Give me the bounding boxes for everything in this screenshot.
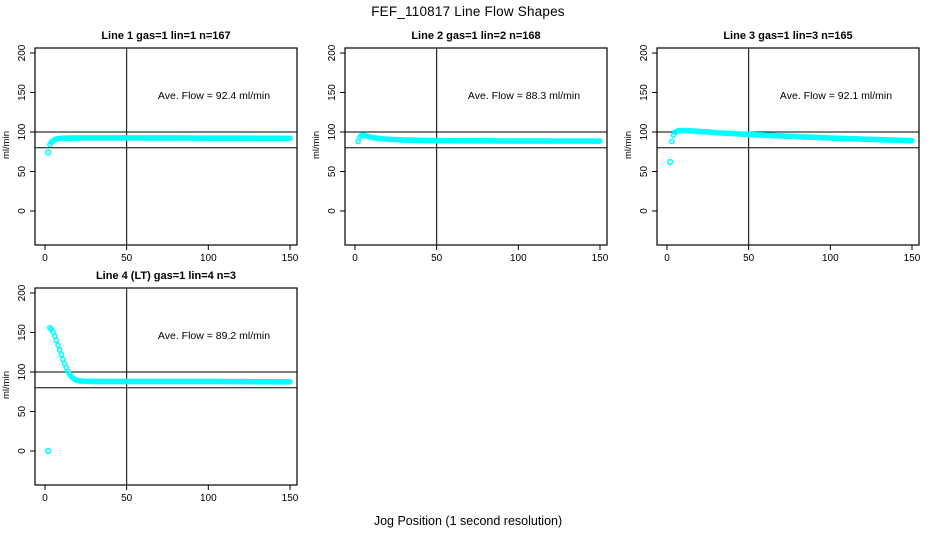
x-tick-label: 100 <box>200 493 217 504</box>
panel-line-2-plot: Line 2 gas=1 lin=2 n=168 0 50 100 150 0 50 100 1… <box>311 30 609 264</box>
flow-points-series <box>45 324 293 455</box>
x-tick-label: 150 <box>904 253 921 264</box>
y-tick-label: 50 <box>17 406 28 418</box>
x-tick-label: 0 <box>352 253 358 264</box>
y-axis-label: ml/min <box>311 131 322 159</box>
x-tick-label: 150 <box>282 253 299 264</box>
panel-title: Line 2 gas=1 lin=2 n=168 <box>411 30 540 42</box>
y-tick-label: 0 <box>17 208 28 214</box>
y-tick-label: 100 <box>17 123 28 140</box>
y-tick-label: 0 <box>327 208 338 214</box>
x-tick-label: 0 <box>42 493 48 504</box>
y-tick-label: 200 <box>639 44 650 61</box>
flow-point <box>597 138 603 144</box>
x-tick-label: 100 <box>822 253 839 264</box>
y-tick-label: 200 <box>17 284 28 301</box>
y-axis-label: ml/min <box>1 371 12 399</box>
flow-point <box>287 379 293 385</box>
ave-flow-annotation: Ave. Flow = 89.2 ml/min <box>158 330 270 342</box>
y-tick-label: 50 <box>327 166 338 178</box>
x-tick-label: 50 <box>743 253 755 264</box>
y-tick-label: 0 <box>17 448 28 454</box>
panel-line-1-plot: Line 1 gas=1 lin=1 n=167 0 50 100 150 0 50 100 1… <box>1 30 299 264</box>
flow-points-series <box>355 132 603 145</box>
y-tick-label: 100 <box>327 123 338 140</box>
x-tick-label: 50 <box>431 253 443 264</box>
panel-title: Line 1 gas=1 lin=1 n=167 <box>101 30 230 42</box>
x-tick-label: 100 <box>200 253 217 264</box>
y-tick-label: 200 <box>17 44 28 61</box>
flow-point <box>53 337 60 344</box>
plot-box <box>656 47 920 246</box>
panel-line-3-plot: Line 3 gas=1 lin=3 n=165 0 50 100 150 0 50 100 1… <box>623 30 921 264</box>
y-tick-label: 100 <box>639 123 650 140</box>
plot-box <box>34 47 298 246</box>
flow-point <box>55 342 61 348</box>
panel-title: Line 3 gas=1 lin=3 n=165 <box>723 30 852 42</box>
outlier-point <box>45 447 52 455</box>
y-tick-label: 50 <box>17 166 28 178</box>
y-tick-label: 200 <box>327 44 338 61</box>
panel-line-4-plot: Line 4 (LT) gas=1 lin=4 n=3 0 50 100 150 0 50 1… <box>1 270 299 504</box>
panel-title: Line 4 (LT) gas=1 lin=4 n=3 <box>96 270 236 282</box>
flow-point <box>669 138 675 145</box>
panel-line-1: Line 1 gas=1 lin=1 n=167 0 50 100 150 0 50 100 1… <box>0 25 314 275</box>
panel-line-4: Line 4 (LT) gas=1 lin=4 n=3 0 50 100 150 0 50 1… <box>0 265 314 515</box>
flow-point <box>51 333 58 339</box>
y-tick-label: 150 <box>327 84 338 101</box>
x-tick-label: 50 <box>121 253 133 264</box>
y-tick-label: 150 <box>17 84 28 101</box>
flow-point <box>56 347 63 353</box>
y-tick-label: 0 <box>639 208 650 214</box>
y-axis-label: ml/min <box>623 131 634 159</box>
ave-flow-annotation: Ave. Flow = 92.4 ml/min <box>158 90 270 102</box>
plot-box <box>34 287 298 486</box>
x-tick-label: 150 <box>282 493 299 504</box>
flow-point <box>60 356 66 363</box>
y-tick-label: 50 <box>639 166 650 178</box>
y-tick-label: 100 <box>17 363 28 380</box>
x-tick-label: 100 <box>510 253 527 264</box>
plot-box <box>344 47 608 246</box>
y-tick-label: 150 <box>639 84 650 101</box>
y-axis-label: ml/min <box>1 131 12 159</box>
outlier-point <box>667 158 674 166</box>
panel-line-3: Line 3 gas=1 lin=3 n=165 0 50 100 150 0 50 100 1… <box>622 25 936 275</box>
flow-point <box>287 135 293 142</box>
ave-flow-annotation: Ave. Flow = 92.1 ml/min <box>780 90 892 102</box>
x-tick-label: 0 <box>42 253 48 264</box>
flow-point <box>58 351 65 358</box>
flow-points-series <box>667 127 915 166</box>
outlier-point <box>45 149 52 156</box>
flow-point <box>355 138 362 145</box>
x-tick-label: 0 <box>664 253 670 264</box>
y-tick-label: 150 <box>17 324 28 341</box>
ave-flow-annotation: Ave. Flow = 88.3 ml/min <box>468 90 580 102</box>
x-tick-label: 150 <box>592 253 609 264</box>
flow-point <box>909 137 915 144</box>
flow-points-series <box>45 135 293 156</box>
panel-line-2: Line 2 gas=1 lin=2 n=168 0 50 100 150 0 50 100 1… <box>310 25 624 275</box>
x-tick-label: 50 <box>121 493 133 504</box>
x-axis-label: Jog Position (1 second resolution) <box>373 514 563 528</box>
figure-title: FEF_110817 Line Flow Shapes <box>371 4 565 19</box>
